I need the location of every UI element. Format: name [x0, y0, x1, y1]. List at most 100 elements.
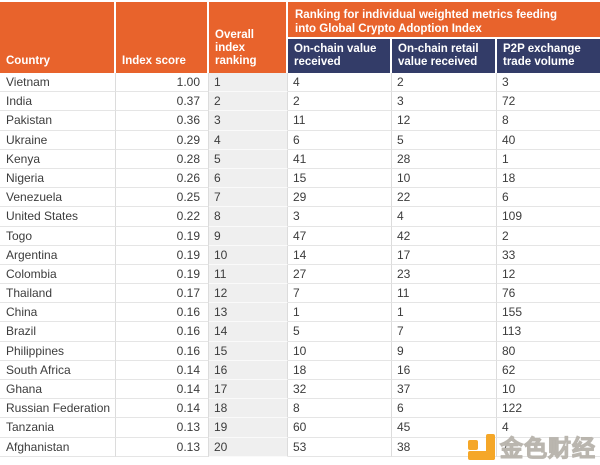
- on-chain-value-cell: 3: [288, 207, 392, 227]
- overall-ranking-cell: 13: [209, 303, 288, 323]
- column-header-overall-ranking-label: Overall index ranking: [215, 29, 257, 67]
- on-chain-retail-cell: 23: [392, 264, 497, 285]
- overall-ranking-cell: 14: [209, 322, 288, 342]
- index-score-cell: 0.14: [116, 399, 209, 419]
- on-chain-value-cell: 4: [288, 73, 392, 93]
- on-chain-value-cell: 1: [288, 303, 392, 323]
- jinse-finance-logo-icon: [467, 434, 497, 462]
- p2p-volume-cell: 10: [497, 380, 600, 400]
- country-cell: China: [0, 303, 116, 323]
- overall-ranking-cell: 6: [209, 168, 288, 189]
- watermark: 金色财经: [467, 434, 596, 462]
- p2p-volume-cell: 40: [497, 130, 600, 150]
- index-score-cell: 0.19: [116, 245, 209, 265]
- index-score-cell: 0.16: [116, 322, 209, 342]
- on-chain-value-cell: 10: [288, 341, 392, 361]
- overall-ranking-cell: 15: [209, 341, 288, 361]
- overall-ranking-cell: 18: [209, 399, 288, 419]
- on-chain-value-cell: 41: [288, 149, 392, 169]
- index-score-cell: 0.16: [116, 303, 209, 323]
- column-header-index-score: Index score: [116, 2, 209, 73]
- on-chain-retail-cell: 9: [392, 341, 497, 361]
- column-header-on-chain-retail-label: On-chain retail value received: [398, 43, 479, 68]
- p2p-volume-cell: 7: [497, 437, 600, 457]
- index-score-cell: 0.26: [116, 168, 209, 189]
- on-chain-retail-cell: 3: [392, 92, 497, 112]
- watermark-text: 金色财经: [500, 435, 596, 462]
- p2p-volume-cell: 76: [497, 284, 600, 304]
- country-cell: Ukraine: [0, 130, 116, 150]
- index-score-cell: 0.28: [116, 149, 209, 169]
- on-chain-value-cell: 53: [288, 437, 392, 457]
- column-header-country: Country: [0, 2, 116, 73]
- on-chain-retail-cell: 4: [392, 207, 497, 227]
- overall-ranking-cell: 19: [209, 418, 288, 438]
- country-cell: Vietnam: [0, 73, 116, 93]
- on-chain-retail-cell: 10: [392, 168, 497, 189]
- country-cell: United States: [0, 207, 116, 227]
- on-chain-retail-cell: 17: [392, 245, 497, 265]
- index-score-cell: 0.19: [116, 264, 209, 285]
- country-cell: Thailand: [0, 284, 116, 304]
- column-header-p2p-volume: P2P exchange trade volume: [497, 39, 600, 73]
- on-chain-retail-cell: 7: [392, 322, 497, 342]
- index-score-cell: 0.13: [116, 418, 209, 438]
- column-header-on-chain-value: On-chain value received: [288, 39, 392, 73]
- index-score-cell: 0.17: [116, 284, 209, 304]
- index-score-cell: 0.25: [116, 188, 209, 208]
- on-chain-retail-cell: 5: [392, 130, 497, 150]
- country-cell: Philippines: [0, 341, 116, 361]
- p2p-volume-cell: 80: [497, 341, 600, 361]
- country-cell: Argentina: [0, 245, 116, 265]
- overall-ranking-cell: 16: [209, 360, 288, 380]
- overall-ranking-cell: 8: [209, 207, 288, 227]
- on-chain-retail-cell: 45: [392, 418, 497, 438]
- index-score-cell: 0.16: [116, 341, 209, 361]
- on-chain-retail-cell: 12: [392, 111, 497, 131]
- p2p-volume-cell: 12: [497, 264, 600, 285]
- p2p-volume-cell: 4: [497, 418, 600, 438]
- on-chain-value-cell: 2: [288, 92, 392, 112]
- overall-ranking-cell: 4: [209, 130, 288, 150]
- country-cell: Afghanistan: [0, 437, 116, 457]
- overall-ranking-cell: 7: [209, 188, 288, 208]
- country-cell: Kenya: [0, 149, 116, 169]
- country-cell: Colombia: [0, 264, 116, 285]
- metrics-group-header-line2: into Global Crypto Adoption Index: [295, 23, 482, 35]
- p2p-volume-cell: 8: [497, 111, 600, 131]
- p2p-volume-cell: 62: [497, 360, 600, 380]
- country-cell: Venezuela: [0, 188, 116, 208]
- index-score-cell: 0.13: [116, 437, 209, 457]
- overall-ranking-cell: 12: [209, 284, 288, 304]
- on-chain-value-cell: 27: [288, 264, 392, 285]
- metrics-group-header-line1: Ranking for individual weighted metrics …: [295, 9, 557, 21]
- on-chain-retail-cell: 37: [392, 380, 497, 400]
- p2p-volume-cell: 18: [497, 168, 600, 189]
- p2p-volume-cell: 2: [497, 226, 600, 246]
- index-score-cell: 0.36: [116, 111, 209, 131]
- country-cell: Togo: [0, 226, 116, 246]
- column-header-country-label: Country: [6, 55, 51, 67]
- table-header: Country Index score Overall index rankin…: [0, 2, 600, 73]
- column-header-on-chain-value-label: On-chain value received: [294, 43, 377, 68]
- p2p-volume-cell: 122: [497, 399, 600, 419]
- overall-ranking-cell: 17: [209, 380, 288, 400]
- table: Country Index score Overall index rankin…: [0, 2, 600, 457]
- on-chain-value-cell: 6: [288, 130, 392, 150]
- on-chain-retail-cell: 42: [392, 226, 497, 246]
- index-score-cell: 1.00: [116, 73, 209, 93]
- column-header-p2p-volume-label: P2P exchange trade volume: [503, 43, 581, 68]
- overall-ranking-cell: 1: [209, 73, 288, 93]
- on-chain-retail-cell: 11: [392, 284, 497, 304]
- on-chain-value-cell: 60: [288, 418, 392, 438]
- overall-ranking-cell: 5: [209, 149, 288, 169]
- on-chain-value-cell: 11: [288, 111, 392, 131]
- index-score-cell: 0.19: [116, 226, 209, 246]
- column-header-index-score-label: Index score: [122, 55, 186, 67]
- table-body: Vietnam 1.00 1 4 2 3 India 0.37 2 2 3 72…: [0, 73, 600, 457]
- on-chain-retail-cell: 2: [392, 73, 497, 93]
- p2p-volume-cell: 33: [497, 245, 600, 265]
- country-cell: South Africa: [0, 360, 116, 380]
- country-cell: Russian Federation: [0, 399, 116, 419]
- on-chain-retail-cell: 1: [392, 303, 497, 323]
